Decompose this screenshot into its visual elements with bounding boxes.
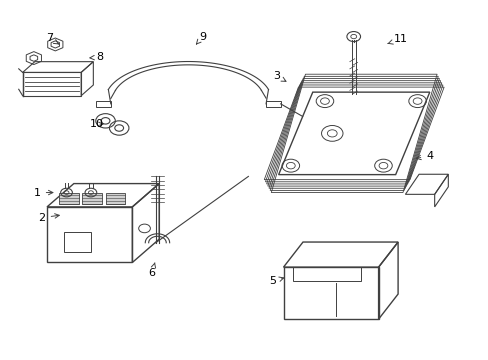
Polygon shape <box>82 193 102 204</box>
Polygon shape <box>105 193 125 204</box>
Text: 11: 11 <box>387 35 407 44</box>
Text: 4: 4 <box>416 150 432 161</box>
Text: 7: 7 <box>46 33 59 44</box>
Text: 10: 10 <box>90 120 104 129</box>
Text: 9: 9 <box>196 32 206 44</box>
Text: 6: 6 <box>148 263 155 278</box>
Text: 8: 8 <box>90 52 103 62</box>
Text: 3: 3 <box>272 71 285 81</box>
Polygon shape <box>59 193 79 204</box>
Text: 5: 5 <box>269 276 283 286</box>
Text: 2: 2 <box>39 213 59 222</box>
Text: 1: 1 <box>34 188 53 198</box>
